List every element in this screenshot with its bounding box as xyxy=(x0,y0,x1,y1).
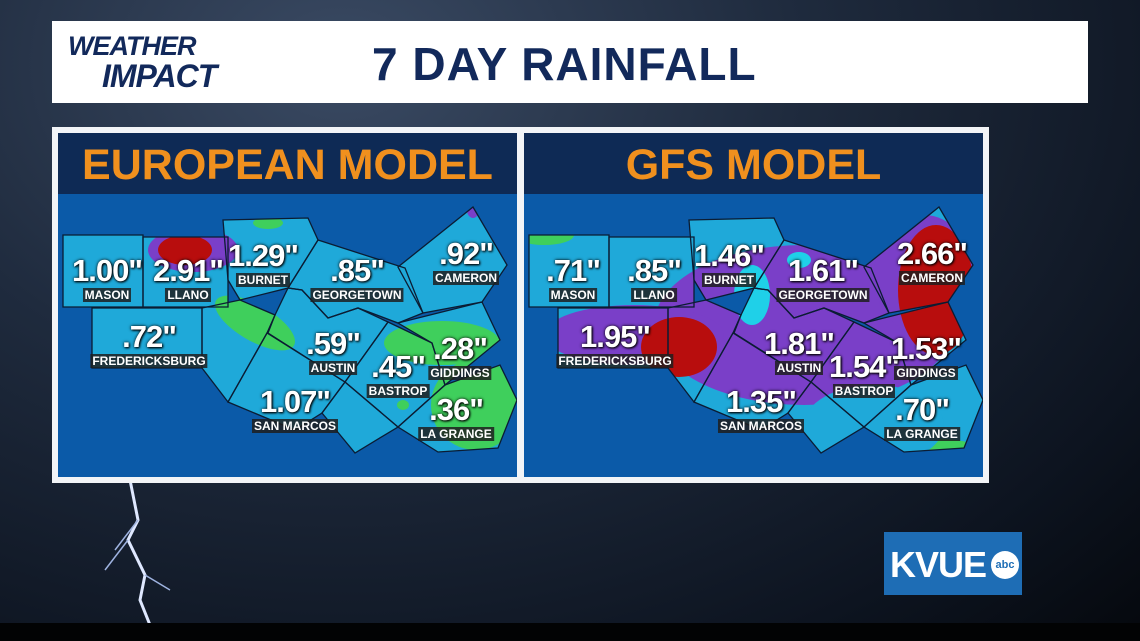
city-rainfall-label: .85" LLANO xyxy=(627,253,682,304)
kvue-text: KVUE xyxy=(890,544,987,585)
panel-title: GFS MODEL xyxy=(524,133,983,194)
kvue-logo: KVUE abc xyxy=(884,532,1022,595)
rainfall-value: .28" xyxy=(433,331,488,366)
city-rainfall-label: 1.53" GIDDINGS xyxy=(890,331,962,382)
logo-line1: WEATHER xyxy=(68,31,197,61)
rainfall-value: 1.29" xyxy=(227,238,299,273)
city-rainfall-label: .45" BASTROP xyxy=(366,349,430,400)
county-border xyxy=(396,364,517,453)
rainfall-value: .70" xyxy=(895,392,950,427)
city-name: MASON xyxy=(82,288,132,302)
city-rainfall-label: .92" CAMERON xyxy=(433,236,499,287)
city-name: LLANO xyxy=(165,288,211,302)
city-name: GIDDINGS xyxy=(894,366,958,380)
city-rainfall-label: 1.07" SAN MARCOS xyxy=(251,384,339,435)
county-border xyxy=(142,236,229,308)
rainfall-value: 1.00" xyxy=(71,253,143,288)
city-rainfall-label: 1.46" BURNET xyxy=(693,238,765,289)
city-name: LA GRANGE xyxy=(418,427,494,441)
city-name: GIDDINGS xyxy=(428,366,492,380)
city-name: LA GRANGE xyxy=(884,427,960,441)
city-rainfall-label: 1.54" BASTROP xyxy=(828,349,900,400)
rainfall-value: 1.53" xyxy=(890,331,962,366)
city-rainfall-label: .59" AUSTIN xyxy=(306,326,361,377)
city-name: GEORGETOWN xyxy=(776,288,870,302)
rainfall-value: .45" xyxy=(371,349,426,384)
city-name: MASON xyxy=(548,288,598,302)
rainfall-value: .85" xyxy=(330,253,385,288)
rainfall-value: 1.35" xyxy=(725,384,797,419)
city-name: LLANO xyxy=(631,288,677,302)
rainfall-value: 1.95" xyxy=(579,319,651,354)
rainfall-value: 1.61" xyxy=(787,253,859,288)
rainfall-value: 2.91" xyxy=(152,253,224,288)
rainfall-map: 1.00" MASON 2.91" LLANO 1.29" BURNET .85" GEORG… xyxy=(58,195,517,477)
city-rainfall-label: .28" GIDDINGS xyxy=(428,331,492,382)
city-name: FREDERICKSBURG xyxy=(556,354,674,368)
rainfall-value: .59" xyxy=(306,326,361,361)
city-rainfall-label: 1.29" BURNET xyxy=(227,238,299,289)
city-rainfall-label: 2.91" LLANO xyxy=(152,253,224,304)
model-comparison: EUROPEAN MODEL 1.00" MASON 2.91" LLANO 1.29"… xyxy=(52,127,989,483)
rainfall-value: .72" xyxy=(122,319,177,354)
city-name: CAMERON xyxy=(433,271,499,285)
rainfall-value: 1.54" xyxy=(828,349,900,384)
rainfall-value: .36" xyxy=(429,392,484,427)
page-title: 7 DAY RAINFALL xyxy=(372,38,757,90)
rainfall-contour xyxy=(467,207,479,218)
county-border xyxy=(396,301,501,387)
county-border xyxy=(862,301,967,387)
city-name: SAN MARCOS xyxy=(717,419,805,433)
city-name: BASTROP xyxy=(366,384,430,398)
city-rainfall-label: 1.00" MASON xyxy=(71,253,143,304)
city-name: BASTROP xyxy=(832,384,896,398)
city-name: CAMERON xyxy=(898,271,965,285)
city-name: AUSTIN xyxy=(774,361,824,375)
rainfall-value: 1.07" xyxy=(259,384,331,419)
city-rainfall-label: 2.66" CAMERON xyxy=(896,236,968,287)
city-rainfall-label: 1.61" GEORGETOWN xyxy=(776,253,870,304)
gfs-model-panel: GFS MODEL .71" MASON .85" LLANO 1.46" BURNET 1… xyxy=(524,133,983,477)
county-border xyxy=(862,364,983,453)
rainfall-contour xyxy=(158,235,212,265)
rainfall-map: .71" MASON .85" LLANO 1.46" BURNET 1.61" GEORGE… xyxy=(524,195,983,477)
city-rainfall-label: .70" LA GRANGE xyxy=(884,392,960,443)
rainfall-value: .85" xyxy=(627,253,682,288)
panel-title: EUROPEAN MODEL xyxy=(58,133,517,194)
rainfall-contour xyxy=(397,400,409,410)
rainfall-contour xyxy=(898,225,974,355)
city-rainfall-label: .71" MASON xyxy=(546,253,601,304)
city-name: FREDERICKSBURG xyxy=(90,354,208,368)
city-rainfall-label: .85" GEORGETOWN xyxy=(310,253,404,304)
city-rainfall-label: 1.81" AUSTIN xyxy=(763,326,835,377)
city-name: SAN MARCOS xyxy=(251,419,339,433)
county-border xyxy=(608,236,695,308)
city-name: AUSTIN xyxy=(308,361,358,375)
header-bar: WEATHER IMPACT 7 DAY RAINFALL xyxy=(52,21,1088,103)
city-name: GEORGETOWN xyxy=(310,288,404,302)
rainfall-value: 1.81" xyxy=(763,326,835,361)
city-rainfall-label: 1.95" FREDERICKSBURG xyxy=(556,319,674,370)
treeline xyxy=(0,623,1140,641)
city-rainfall-label: .72" FREDERICKSBURG xyxy=(90,319,208,370)
rainfall-value: 1.46" xyxy=(693,238,765,273)
city-name: BURNET xyxy=(235,273,290,287)
rainfall-value: .92" xyxy=(439,236,494,271)
lightning-bolt xyxy=(104,480,171,630)
city-name: BURNET xyxy=(701,273,756,287)
rainfall-value: 2.66" xyxy=(896,236,968,271)
city-rainfall-label: .36" LA GRANGE xyxy=(418,392,494,443)
rainfall-contour xyxy=(787,252,811,268)
logo-line2: IMPACT xyxy=(102,58,217,94)
rainfall-contour xyxy=(253,217,283,229)
abc-logo: abc xyxy=(991,551,1019,579)
city-rainfall-label: 1.35" SAN MARCOS xyxy=(717,384,805,435)
european-model-panel: EUROPEAN MODEL 1.00" MASON 2.91" LLANO 1.29"… xyxy=(58,133,517,477)
rainfall-value: .71" xyxy=(546,253,601,288)
weather-impact-logo: WEATHER IMPACT xyxy=(68,31,217,94)
